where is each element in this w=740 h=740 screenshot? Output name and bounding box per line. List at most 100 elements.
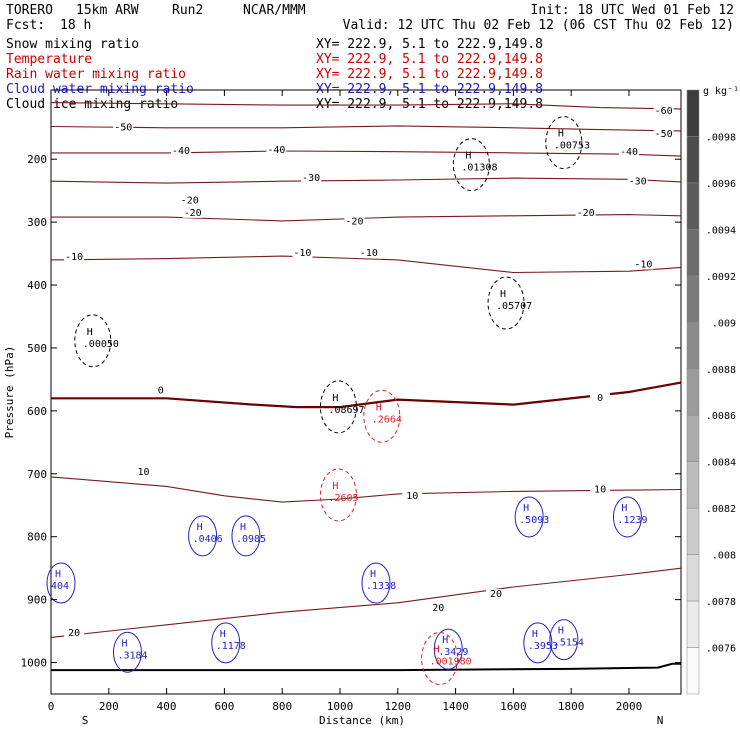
maximum-marker: H [376, 402, 382, 413]
maximum-marker: H [434, 645, 440, 656]
y-tick-label: 800 [27, 531, 47, 544]
isotherm-label: -10 [360, 248, 378, 259]
x-tick-label: 600 [214, 700, 234, 713]
fcst-label: Fcst: [6, 18, 45, 33]
isotherm-line [50, 476, 682, 503]
fcst-value: 18 h [60, 18, 91, 33]
maximum-marker: H [370, 569, 376, 580]
isotherm-label-bg [618, 146, 639, 157]
isotherm-label-bg [653, 105, 674, 116]
isotherm-label-bg [358, 248, 379, 259]
isotherm-line [50, 177, 682, 184]
colorbar-swatch [686, 89, 700, 137]
isotherm-label: 20 [432, 603, 444, 614]
maximum-value: .05707 [496, 301, 532, 312]
hydrometeor-contour [421, 632, 459, 686]
isotherm-label: -60 [655, 106, 673, 117]
maximum-marker: H [332, 481, 338, 492]
run-name: Run2 [172, 3, 203, 18]
maximum-marker: H [558, 129, 564, 140]
isotherm-label-bg [590, 392, 611, 403]
x-tick-label: 1800 [558, 700, 585, 713]
x-tick-label: 1000 [327, 700, 354, 713]
colorbar-tick-label: .0082 [706, 504, 736, 515]
colorbar-swatch [686, 368, 700, 416]
hydrometeor-contour [452, 138, 490, 192]
hydrometeor-contour [361, 562, 391, 604]
maximum-marker: H [532, 629, 538, 640]
isotherm-label: -20 [181, 195, 199, 206]
maximum-marker: H [442, 635, 448, 646]
colorbar-tick-label: .0096 [706, 179, 736, 190]
center-name: NCAR/MMM [243, 3, 306, 18]
isotherm-label: -20 [577, 208, 595, 219]
maximum-marker: H [197, 522, 203, 533]
colorbar-swatch [686, 414, 700, 462]
maximum-marker: H [500, 289, 506, 300]
maximum-marker: H [558, 626, 564, 637]
legend-field-xy: XY= 222.9, 5.1 to 222.9,149.8 [316, 67, 543, 82]
y-tick-label: 300 [27, 216, 47, 229]
x-tick-label: 200 [99, 700, 119, 713]
isotherm-label-bg [171, 146, 192, 157]
colorbar-swatch [686, 461, 700, 509]
colorbar-swatch [686, 507, 700, 555]
colorbar-tick-label: .0076 [706, 644, 736, 655]
colorbar-tick-label: .0098 [706, 132, 736, 143]
colorbar-tick-label: .0086 [706, 411, 736, 422]
colorbar-swatch [686, 554, 700, 602]
isotherm-label: -20 [184, 208, 202, 219]
hydrometeor-contour [433, 628, 463, 670]
isotherm-line [51, 214, 682, 222]
maximum-value: .3429 [438, 647, 468, 658]
legend-field-xy: XY= 222.9, 5.1 to 222.9,149.8 [316, 37, 543, 52]
hydrometeor-contour [487, 276, 525, 330]
isotherm-label-bg [486, 589, 507, 600]
isotherm-label: -50 [655, 129, 673, 140]
legend-field-xy: XY= 222.9, 5.1 to 222.9,149.8 [316, 52, 543, 67]
isotherm-label: -30 [302, 173, 320, 184]
isotherm-label: -30 [629, 176, 647, 187]
hydrometeor-contour [231, 515, 261, 557]
direction-north: N [657, 714, 664, 727]
isotherm-label: -40 [620, 147, 638, 158]
isotherm-line [50, 255, 682, 274]
y-tick-label: 200 [27, 153, 47, 166]
maximum-marker: H [621, 503, 627, 514]
hydrometeor-contour [319, 380, 357, 434]
isotherm-label: 0 [158, 385, 164, 396]
maximum-value: .5154 [554, 638, 584, 649]
field-legend: Snow mixing ratio XY= 222.9, 5.1 to 222.9… [6, 37, 543, 112]
isotherm-label: -40 [267, 145, 285, 156]
contour-labels: H.01308H.00753H.05707H.00050H.08697H.040… [51, 129, 648, 668]
plot-frame [50, 89, 682, 695]
maximum-value: .3184 [117, 650, 147, 661]
isotherm-label-bg [627, 176, 648, 187]
x-tick-label: 1200 [385, 700, 412, 713]
isotherm-label-bg [575, 207, 596, 218]
maximum-value: .5093 [519, 515, 549, 526]
isotherm-label-bg [133, 467, 154, 478]
maximum-marker: H [523, 503, 529, 514]
hydrometeor-contours [46, 116, 642, 686]
isotherm-label: 10 [594, 485, 606, 496]
valid-time: Valid: 12 UTC Thu 02 Feb 12 (06 CST Thu … [343, 18, 734, 33]
x-tick-label: 1400 [442, 700, 469, 713]
isotherm-line [50, 102, 682, 110]
x-tick-label: 400 [157, 700, 177, 713]
maximum-value: .2664 [372, 414, 402, 425]
maximum-marker: H [220, 629, 226, 640]
isotherm-label: 10 [406, 491, 418, 502]
direction-south: S [82, 714, 89, 727]
isotherm-label-bg [182, 207, 203, 218]
maximum-marker: H [332, 393, 338, 404]
isotherm-label-bg [179, 195, 200, 206]
legend-field-name: Temperature [6, 52, 92, 67]
maximum-value: .0985 [236, 534, 266, 545]
isotherm-label-bg [428, 602, 449, 613]
maximum-value: .01308 [461, 163, 497, 174]
isotherm-label-bg [266, 144, 287, 155]
hydrometeor-contour [363, 389, 401, 443]
hydrometeor-contour [514, 496, 544, 538]
